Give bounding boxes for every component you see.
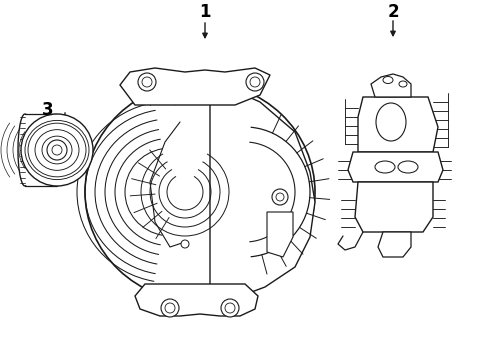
- Circle shape: [52, 145, 62, 155]
- Text: 1: 1: [199, 3, 211, 21]
- Ellipse shape: [399, 81, 407, 87]
- Polygon shape: [267, 212, 293, 257]
- Polygon shape: [371, 74, 411, 97]
- Text: 3: 3: [42, 101, 54, 119]
- Ellipse shape: [376, 103, 406, 141]
- Circle shape: [161, 299, 179, 317]
- Polygon shape: [210, 84, 315, 300]
- Circle shape: [250, 77, 260, 87]
- Polygon shape: [120, 68, 270, 105]
- Circle shape: [47, 140, 67, 160]
- Circle shape: [181, 240, 189, 248]
- Text: 2: 2: [387, 3, 399, 21]
- Circle shape: [272, 189, 288, 205]
- Polygon shape: [135, 284, 258, 316]
- Circle shape: [276, 193, 284, 201]
- Polygon shape: [378, 232, 411, 257]
- Circle shape: [221, 299, 239, 317]
- Polygon shape: [355, 182, 433, 232]
- Circle shape: [142, 77, 152, 87]
- Circle shape: [165, 303, 175, 313]
- Polygon shape: [358, 97, 438, 152]
- Circle shape: [246, 73, 264, 91]
- Ellipse shape: [398, 161, 418, 173]
- Ellipse shape: [375, 161, 395, 173]
- Circle shape: [225, 303, 235, 313]
- Ellipse shape: [383, 77, 393, 84]
- Polygon shape: [348, 152, 443, 182]
- Ellipse shape: [85, 82, 315, 302]
- Circle shape: [138, 73, 156, 91]
- Ellipse shape: [21, 114, 93, 186]
